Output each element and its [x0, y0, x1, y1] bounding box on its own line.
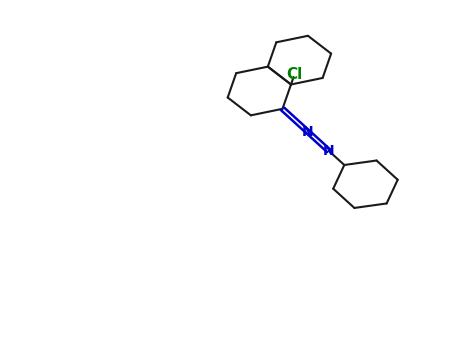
Text: Cl: Cl [286, 67, 303, 82]
Text: N: N [302, 125, 313, 139]
Text: N: N [323, 144, 334, 158]
